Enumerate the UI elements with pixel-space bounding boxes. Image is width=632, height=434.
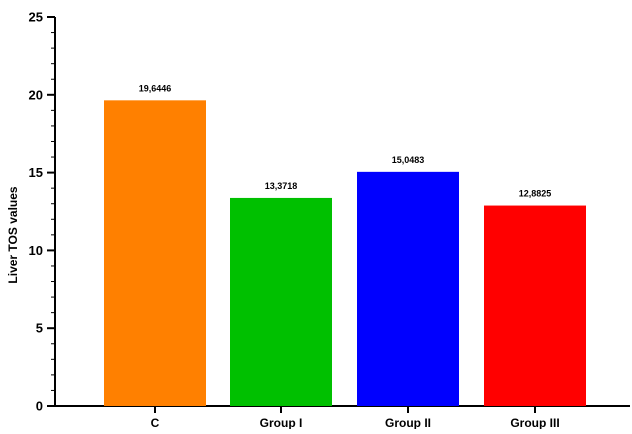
bar xyxy=(357,171,459,406)
x-tick-label: Group II xyxy=(385,416,431,429)
bar xyxy=(484,205,586,406)
y-tick-label: 20 xyxy=(29,87,43,102)
x-axis: C Group I Group II Group III xyxy=(54,405,630,430)
bar-value-label: 19,6446 xyxy=(139,83,172,93)
bars xyxy=(104,100,586,407)
y-tick-label: 15 xyxy=(29,165,43,180)
bar-value-label: 15,0483 xyxy=(392,155,425,165)
bar-value-label: 13,3718 xyxy=(265,181,298,191)
y-tick-label: 0 xyxy=(36,399,43,414)
x-tick-label: Group III xyxy=(510,416,559,429)
y-axis: 0 5 10 15 20 25 xyxy=(29,10,56,414)
y-tick-label: 5 xyxy=(36,321,43,336)
x-tick-label: C xyxy=(151,416,160,429)
y-tick-label: 10 xyxy=(29,243,43,258)
bar xyxy=(104,100,206,407)
y-axis-title: Liver TOS values xyxy=(6,186,20,283)
bar-value-label: 12,8825 xyxy=(519,189,552,199)
x-tick-label: Group I xyxy=(260,416,303,429)
y-tick-label: 25 xyxy=(29,10,43,25)
bar xyxy=(230,197,332,406)
data-labels: 19,6446 13,3718 15,0483 12,8825 xyxy=(139,83,552,198)
